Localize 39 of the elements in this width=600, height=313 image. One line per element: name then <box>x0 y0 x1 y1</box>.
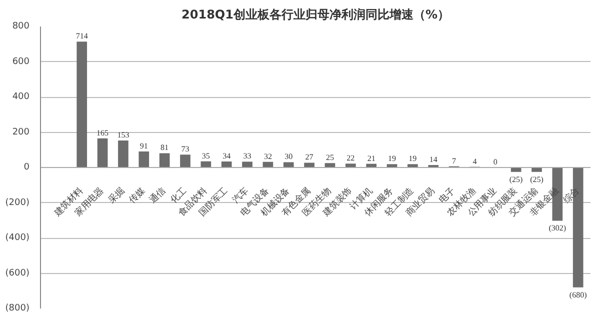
data-label: 30 <box>284 152 293 162</box>
x-tick-label: 采掘 <box>106 185 127 206</box>
y-tick-label: (400) <box>5 233 30 243</box>
data-label: 91 <box>140 141 148 150</box>
x-tick-label: 综合 <box>561 185 582 206</box>
y-tick-label: 600 <box>12 56 30 67</box>
y-tick-label: 0 <box>24 162 30 172</box>
data-label: 25 <box>326 153 334 162</box>
data-label: 81 <box>160 143 169 152</box>
y-tick-label: (800) <box>5 304 30 313</box>
data-label: 4 <box>472 156 477 166</box>
data-label: (680) <box>569 290 588 300</box>
y-tick-label: 400 <box>12 92 30 102</box>
data-label: 22 <box>346 154 355 163</box>
data-label: 714 <box>76 32 88 41</box>
y-tick-label: (200) <box>5 198 30 208</box>
data-label: 21 <box>367 154 376 163</box>
y-tick-label: 200 <box>12 127 30 138</box>
data-label: 0 <box>493 158 498 166</box>
data-label: 32 <box>264 152 272 161</box>
data-label: 73 <box>181 144 190 154</box>
data-label: 34 <box>222 152 231 161</box>
data-label: (302) <box>548 224 566 233</box>
data-label: 7 <box>452 156 456 166</box>
data-label: 19 <box>388 154 396 164</box>
data-label: 27 <box>305 152 314 162</box>
x-tick-label: 传媒 <box>126 185 148 206</box>
data-label: (25) <box>530 174 544 184</box>
y-tick-label: (600) <box>5 268 30 278</box>
data-label: 35 <box>202 151 210 160</box>
y-tick-label: 800 <box>12 22 30 32</box>
data-label: 14 <box>429 155 438 164</box>
data-label: 165 <box>96 128 109 138</box>
data-label: (25) <box>509 174 524 184</box>
x-tick-label: 通信 <box>148 185 168 206</box>
data-label: 153 <box>117 130 130 140</box>
data-label: 33 <box>243 152 252 161</box>
data-label: 19 <box>408 154 417 164</box>
chart-title: 2018Q1创业板各行业归母净利润同比增速（%） <box>182 8 450 22</box>
